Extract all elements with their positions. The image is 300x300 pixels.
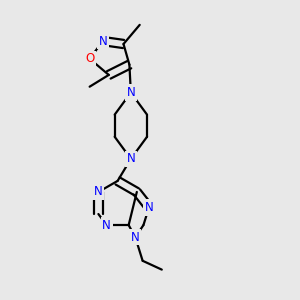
Text: N: N xyxy=(145,201,153,214)
Text: N: N xyxy=(127,152,135,165)
Text: N: N xyxy=(102,219,111,232)
Text: O: O xyxy=(85,52,94,65)
Text: N: N xyxy=(127,86,135,99)
Text: N: N xyxy=(94,185,103,199)
Text: N: N xyxy=(131,231,140,244)
Text: N: N xyxy=(98,34,107,48)
